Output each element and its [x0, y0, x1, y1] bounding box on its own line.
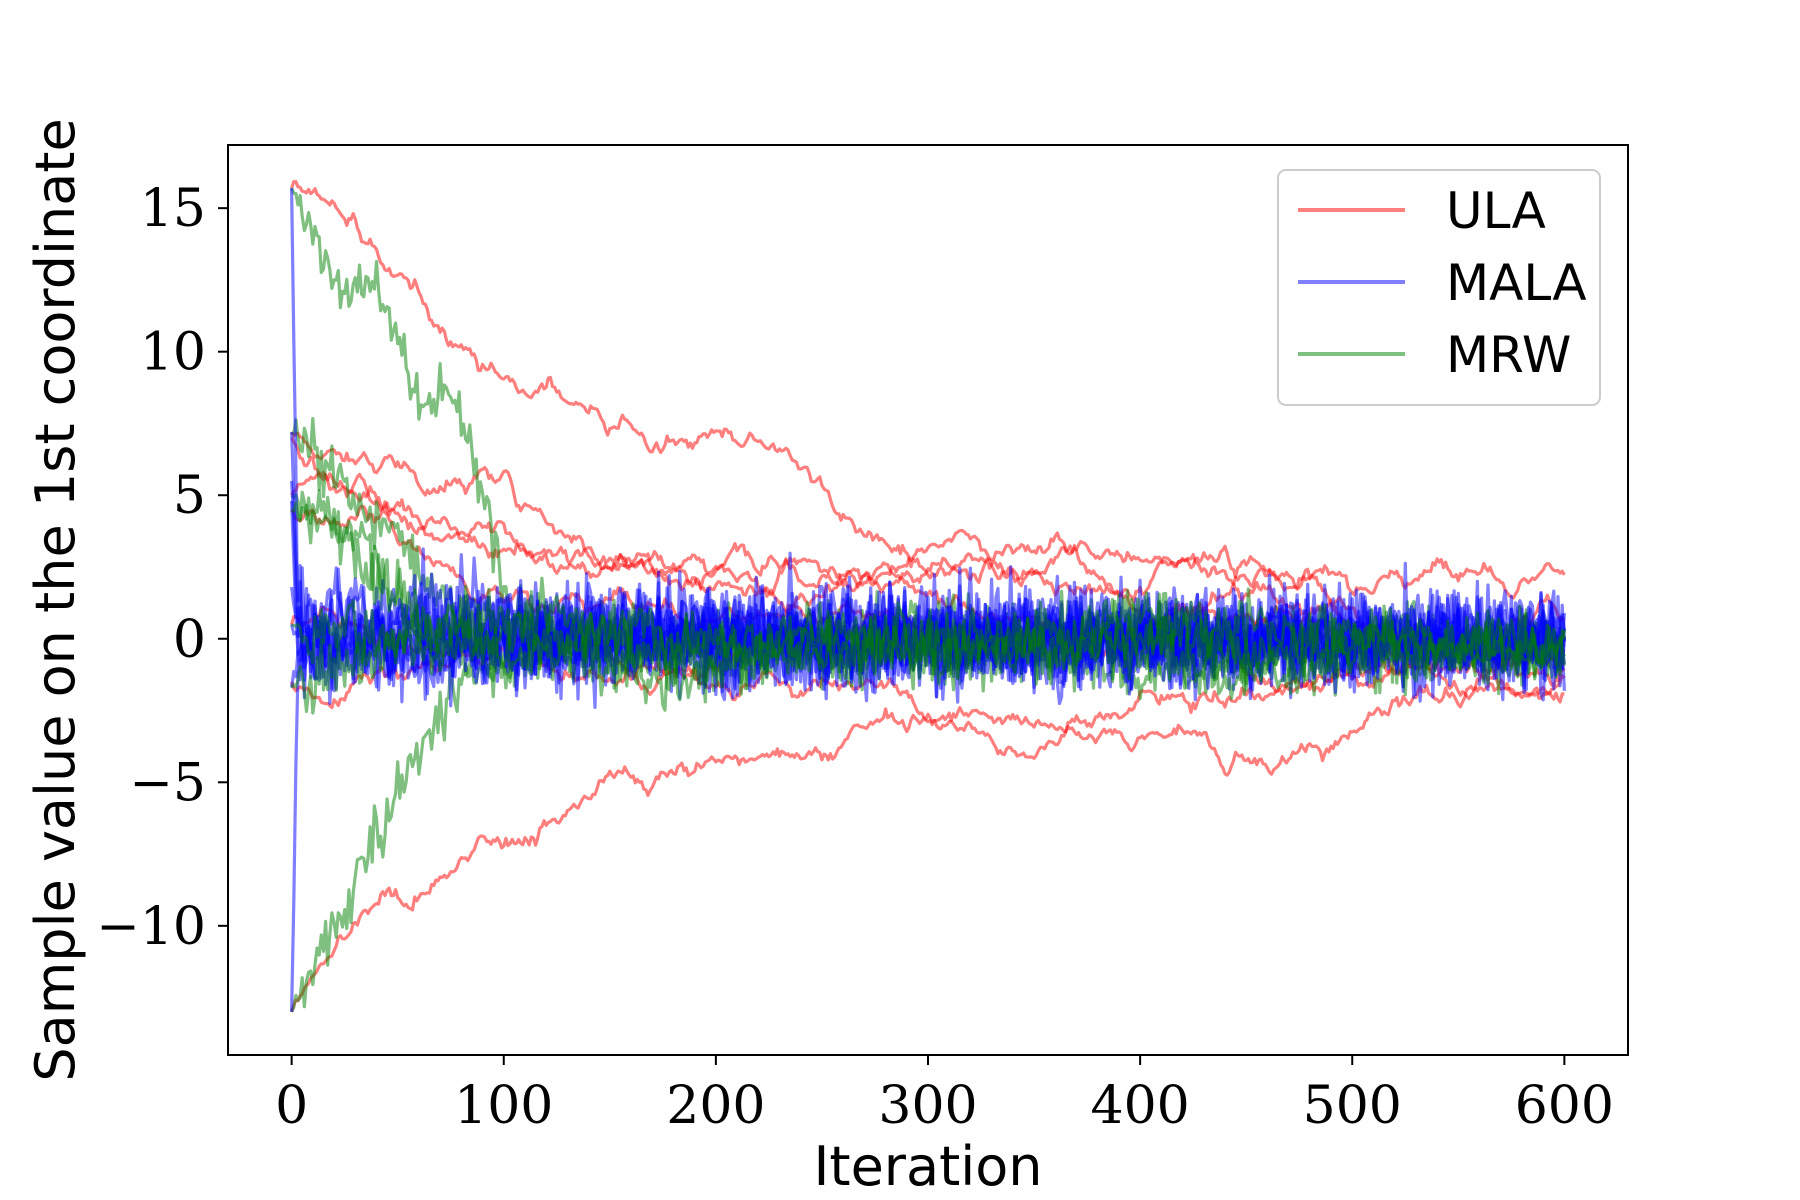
axis-ticks: 0 100 200 300 400 500 600 −10 −5 0 5 10 15	[96, 179, 1614, 1136]
x-tick-label: 400	[1090, 1076, 1189, 1136]
x-axis-label: Iteration	[813, 1135, 1042, 1198]
series-line-ula-chain	[290, 180, 1566, 604]
legend: ULA MALA MRW	[1277, 169, 1601, 406]
y-tick-label: 0	[173, 610, 206, 670]
plot-series	[290, 180, 1566, 1013]
y-axis-label: Sample value on the 1st coordinate	[24, 118, 87, 1081]
legend-label-mrw: MRW	[1446, 326, 1571, 384]
legend-label-ula: ULA	[1446, 182, 1546, 240]
x-tick-label: 200	[666, 1076, 765, 1136]
legend-box	[1277, 169, 1601, 406]
x-tick-label: 100	[454, 1076, 553, 1136]
x-tick-label: 500	[1303, 1076, 1402, 1136]
y-tick-label: 10	[140, 323, 206, 383]
x-tick-label: 300	[878, 1076, 977, 1136]
x-tick-label: 600	[1515, 1076, 1614, 1136]
y-tick-label: 5	[173, 466, 206, 526]
x-tick-label: 0	[275, 1076, 308, 1136]
series-line-mrw-chain	[290, 576, 1566, 715]
legend-label-mala: MALA	[1446, 254, 1587, 312]
y-tick-label: −10	[96, 897, 206, 957]
y-tick-label: 15	[140, 179, 206, 239]
y-tick-label: −5	[129, 753, 206, 813]
